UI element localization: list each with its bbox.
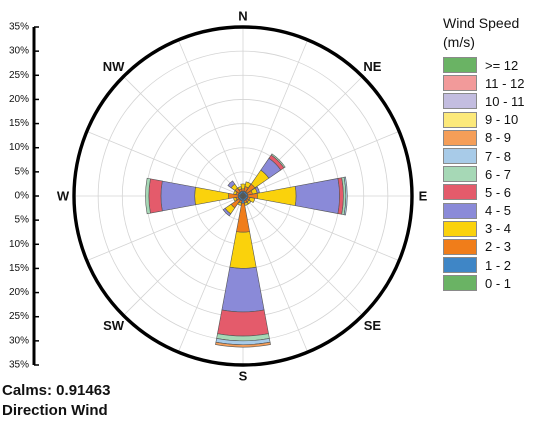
legend-swatch — [443, 184, 477, 201]
legend-item: 11 - 12 — [443, 74, 525, 92]
grid-spoke — [242, 130, 400, 197]
legend-item: 7 - 8 — [443, 147, 525, 165]
legend-label: 7 - 8 — [485, 148, 512, 164]
grid-spoke — [123, 76, 244, 197]
petal-e-segment — [343, 176, 348, 216]
petal-s-segment — [215, 341, 271, 348]
radial-axis: 35% 30% 25% 20% 15% 10% 5% 0% 5% 10% 15% 20% 25% 30% 3… — [9, 22, 39, 371]
legend-item: 8 - 9 — [443, 129, 525, 147]
petal-s-segment — [221, 266, 265, 313]
radial-tick-label: 35% — [9, 22, 29, 33]
legend-label: 1 - 2 — [485, 257, 512, 273]
legend-label: 4 - 5 — [485, 203, 512, 219]
legend: >= 12 11 - 12 10 - 11 9 - 10 8 - 9 7 - 8 6 - 7… — [443, 56, 525, 292]
radial-tick-label: 15% — [9, 263, 29, 274]
radial-tick-label: 5% — [15, 166, 30, 177]
radial-tick-label: 25% — [9, 311, 29, 322]
legend-item: 3 - 4 — [443, 220, 525, 238]
petal-e-segment — [294, 178, 340, 214]
legend-label: 6 - 7 — [485, 166, 512, 182]
radial-tick-label: 10% — [9, 239, 29, 250]
petal-w-segment — [145, 177, 151, 215]
direction-label-s: S — [239, 369, 248, 384]
legend-label: 5 - 6 — [485, 184, 512, 200]
legend-swatch — [443, 148, 477, 165]
radial-tick-label: 5% — [15, 215, 30, 226]
petal-s-segment — [229, 231, 257, 269]
direction-label-e: E — [419, 189, 428, 204]
grid-spoke — [242, 39, 309, 197]
calms-label: Calms: 0.91463 — [2, 382, 111, 399]
direction-label-nw: NW — [103, 59, 125, 74]
petal-sw-segment — [222, 207, 232, 217]
legend-label: 0 - 1 — [485, 275, 512, 291]
grid-spoke — [242, 195, 400, 262]
petal-e-segment — [256, 185, 297, 207]
petal-ene-segment — [254, 186, 260, 194]
radial-tick-label: 30% — [9, 46, 29, 57]
grid-spoke — [177, 195, 244, 353]
legend-label: 9 - 10 — [485, 112, 519, 128]
legend-item: 1 - 2 — [443, 256, 525, 274]
radial-tick-label: 35% — [9, 360, 29, 371]
grid-spoke — [242, 195, 363, 316]
legend-item: 5 - 6 — [443, 183, 525, 201]
legend-title: Wind Speed (m/s) — [443, 15, 520, 50]
grid-spoke — [242, 195, 309, 353]
petal-nw-segment — [227, 180, 236, 189]
legend-item: 6 - 7 — [443, 165, 525, 183]
outer-circle — [72, 25, 414, 367]
radial-tick-label: 20% — [9, 94, 29, 105]
legend-item: 0 - 1 — [443, 274, 525, 292]
direction-label-w: W — [57, 189, 70, 204]
direction-label-se: SE — [364, 318, 382, 333]
direction-label-ne: NE — [363, 59, 381, 74]
legend-label: >= 12 — [485, 57, 519, 73]
legend-swatch — [443, 93, 477, 110]
petal-w-segment — [194, 186, 230, 206]
legend-swatch — [443, 57, 477, 74]
radial-tick-label: 25% — [9, 70, 29, 81]
direction-label-n: N — [238, 9, 247, 24]
petal-w-segment — [148, 178, 163, 214]
legend-swatch — [443, 202, 477, 219]
legend-item: 10 - 11 — [443, 92, 525, 110]
grid-spoke — [86, 195, 244, 262]
legend-swatch — [443, 166, 477, 183]
legend-label: 11 - 12 — [485, 75, 525, 91]
direction-label-sw: SW — [103, 318, 125, 333]
legend-swatch — [443, 275, 477, 292]
legend-item: 4 - 5 — [443, 202, 525, 220]
legend-label: 3 - 4 — [485, 221, 512, 237]
legend-swatch — [443, 75, 477, 92]
grid-spoke — [123, 195, 244, 316]
radial-tick-label: 15% — [9, 118, 29, 129]
legend-swatch — [443, 257, 477, 274]
grid-spoke — [177, 39, 244, 197]
legend-item: 9 - 10 — [443, 111, 525, 129]
radial-tick-label: 10% — [9, 142, 29, 153]
petal-s-segment — [217, 309, 269, 337]
legend-swatch — [443, 220, 477, 237]
legend-swatch — [443, 129, 477, 146]
polar-frame: N NE E SE S SW W NW — [57, 9, 428, 384]
chart-subtitle: Direction Wind — [2, 402, 108, 419]
legend-item: 2 - 3 — [443, 238, 525, 256]
legend-swatch — [443, 238, 477, 255]
radial-tick-label: 30% — [9, 335, 29, 346]
petal-nnw-segment — [237, 186, 242, 191]
petal-w-segment — [160, 180, 196, 212]
legend-swatch — [443, 111, 477, 128]
radial-tick-label: 20% — [9, 287, 29, 298]
legend-item: >= 12 — [443, 56, 525, 74]
petal-ne-segment — [270, 153, 286, 169]
legend-label: 10 - 11 — [485, 93, 525, 109]
legend-label: 8 - 9 — [485, 130, 512, 146]
legend-label: 2 - 3 — [485, 239, 512, 255]
wind-petals — [145, 153, 348, 348]
radial-tick-label: 0% — [15, 191, 30, 202]
grid-spoke — [86, 130, 244, 197]
